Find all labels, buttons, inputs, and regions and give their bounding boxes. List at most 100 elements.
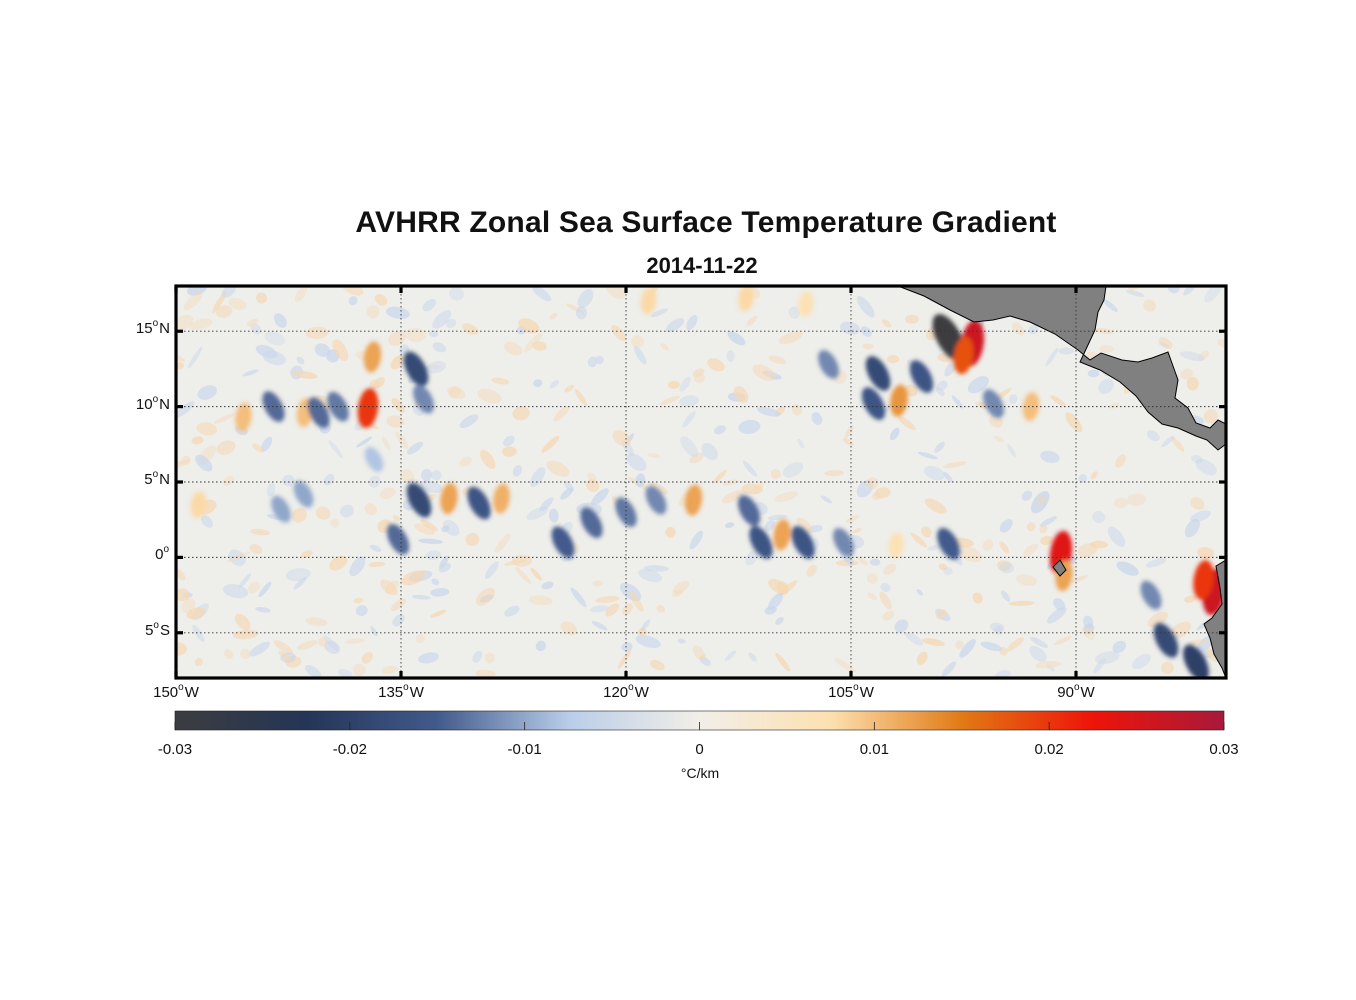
- texture-speck: [266, 482, 276, 497]
- texture-speck: [860, 326, 872, 337]
- texture-speck: [1039, 516, 1057, 527]
- texture-speck: [381, 665, 399, 674]
- texture-speck: [181, 455, 191, 466]
- texture-speck: [1191, 455, 1204, 464]
- texture-speck: [328, 439, 344, 459]
- gradient-feature: [773, 519, 791, 551]
- texture-speck: [296, 640, 318, 651]
- texture-speck: [647, 453, 661, 458]
- colorbar-tick-label: 0: [695, 741, 704, 758]
- map-subtitle: 2014-11-22: [646, 253, 758, 278]
- texture-speck: [329, 555, 348, 571]
- texture-speck: [407, 441, 424, 455]
- texture-speck: [680, 436, 699, 458]
- texture-speck: [1196, 636, 1212, 654]
- gradient-feature: [953, 336, 974, 375]
- texture-speck: [886, 355, 900, 364]
- texture-speck: [213, 413, 235, 424]
- texture-speck: [369, 544, 382, 552]
- texture-speck: [252, 443, 264, 453]
- texture-speck: [1045, 347, 1059, 367]
- texture-speck: [942, 461, 967, 469]
- texture-speck: [305, 326, 329, 339]
- gradient-feature: [818, 350, 839, 379]
- texture-speck: [412, 594, 431, 600]
- texture-speck: [845, 515, 860, 523]
- texture-speck: [752, 364, 776, 381]
- texture-speck: [842, 438, 854, 447]
- texture-speck: [186, 607, 206, 620]
- texture-speck: [788, 306, 801, 319]
- texture-speck: [226, 551, 251, 563]
- texture-speck: [724, 650, 737, 661]
- texture-speck: [197, 385, 217, 400]
- texture-speck: [1054, 635, 1072, 646]
- texture-speck: [989, 414, 1003, 428]
- gradient-feature: [983, 389, 1004, 418]
- texture-speck: [689, 530, 704, 550]
- texture-speck: [368, 561, 386, 567]
- texture-speck: [249, 641, 271, 657]
- texture-speck: [874, 487, 891, 499]
- texture-speck: [183, 291, 203, 311]
- texture-speck: [391, 397, 405, 413]
- texture-speck: [898, 416, 916, 431]
- texture-speck: [1011, 322, 1025, 336]
- texture-speck: [181, 598, 196, 614]
- texture-speck: [1036, 495, 1048, 505]
- texture-speck: [340, 504, 354, 518]
- gradient-feature: [749, 526, 773, 559]
- texture-speck: [255, 344, 278, 359]
- texture-speck: [989, 622, 1005, 633]
- texture-speck: [768, 592, 784, 611]
- texture-speck: [273, 639, 294, 655]
- texture-speck: [699, 656, 711, 666]
- texture-speck: [234, 613, 251, 630]
- texture-speck: [1190, 510, 1211, 522]
- texture-speck: [1046, 606, 1067, 624]
- lon-label: 135oW: [378, 682, 424, 701]
- texture-speck: [1170, 436, 1185, 452]
- texture-speck: [733, 386, 749, 403]
- gradient-feature: [364, 447, 384, 472]
- texture-speck: [879, 591, 892, 610]
- texture-speck: [430, 588, 450, 597]
- texture-speck: [176, 315, 194, 333]
- texture-speck: [791, 403, 802, 416]
- texture-speck: [560, 621, 578, 636]
- texture-speck: [1031, 491, 1050, 514]
- colorbar-tick-label: 0.03: [1209, 741, 1239, 758]
- gradient-feature: [307, 397, 330, 428]
- texture-speck: [1098, 378, 1114, 395]
- texture-speck: [762, 370, 782, 380]
- texture-speck: [595, 596, 620, 603]
- texture-speck: [438, 562, 451, 573]
- texture-speck: [1008, 600, 1035, 606]
- texture-speck: [1161, 435, 1175, 447]
- gradient-feature: [403, 351, 429, 387]
- texture-speck: [1146, 430, 1160, 442]
- texture-speck: [748, 652, 757, 662]
- texture-speck: [1087, 369, 1100, 378]
- texture-speck: [345, 638, 365, 644]
- lon-label: 150oW: [153, 682, 199, 701]
- texture-speck: [414, 523, 435, 535]
- texture-speck: [993, 435, 1004, 443]
- texture-speck: [916, 651, 928, 665]
- texture-speck: [419, 480, 443, 494]
- texture-speck: [592, 580, 603, 587]
- texture-speck: [724, 522, 735, 529]
- texture-speck: [242, 369, 259, 377]
- texture-speck: [660, 343, 669, 351]
- texture-speck: [941, 661, 957, 677]
- gradient-feature: [235, 402, 252, 432]
- texture-speck: [258, 581, 272, 598]
- texture-speck: [250, 323, 262, 335]
- texture-speck: [443, 519, 460, 536]
- texture-speck: [546, 460, 570, 477]
- texture-speck: [392, 614, 405, 627]
- colorbar-unit-label: °C/km: [680, 765, 720, 781]
- texture-speck: [975, 401, 990, 410]
- land-galapagos: [1052, 559, 1067, 577]
- gradient-feature: [833, 527, 854, 557]
